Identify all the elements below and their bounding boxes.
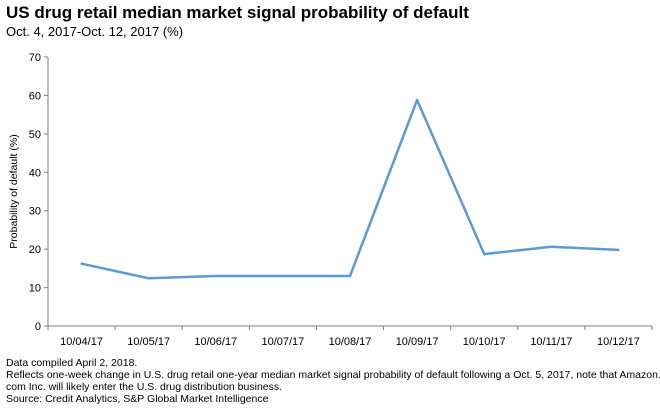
x-tick-label: 10/09/17 (396, 336, 439, 348)
chart-notes: Data compiled April 2, 2018. Reflects on… (6, 357, 660, 405)
y-tick-label: 20 (29, 244, 41, 256)
x-tick-label: 10/11/17 (530, 336, 572, 348)
x-axis-ticks: 10/04/17 10/05/17 10/06/17 10/07/17 10/08/17… (47, 326, 653, 348)
x-tick-label: 10/05/17 (127, 336, 170, 348)
y-tick-label: 40 (29, 167, 41, 179)
y-axis-ticks: 0 10 20 30 40 50 60 70 (29, 52, 48, 333)
data-point (214, 274, 217, 278)
data-point (147, 277, 150, 280)
data-point (348, 274, 352, 278)
y-tick-label: 30 (29, 206, 41, 218)
x-tick-label: 10/07/17 (261, 336, 304, 348)
x-tick-label: 10/10/17 (463, 336, 506, 348)
data-point (281, 274, 285, 278)
y-tick-label: 50 (29, 129, 41, 141)
data-point (550, 245, 553, 249)
note-compiled: Data compiled April 2, 2018. (6, 357, 138, 369)
data-point (617, 248, 620, 252)
x-tick-label: 10/04/17 (60, 336, 103, 348)
series-line (81, 98, 619, 280)
data-point (483, 252, 486, 256)
note-source: Source: Credit Analytics, S&P Global Mar… (6, 393, 269, 405)
data-point (415, 98, 419, 102)
x-tick-label: 10/08/17 (329, 336, 372, 348)
data-point (80, 262, 83, 265)
x-tick-label: 10/12/17 (597, 336, 640, 348)
chart-subtitle: Oct. 4, 2017-Oct. 12, 2017 (%) (6, 24, 184, 39)
note-description-cont: com Inc. will likely enter the U.S. drug… (6, 381, 283, 393)
chart-title: US drug retail median market signal prob… (6, 3, 469, 22)
note-description: Reflects one-week change in U.S. drug re… (6, 369, 660, 381)
series-group (80, 98, 620, 280)
y-tick-label: 10 (29, 283, 41, 295)
x-tick-label: 10/06/17 (194, 336, 237, 348)
y-tick-label: 0 (35, 321, 41, 333)
y-axis-title: Probability of default (%) (8, 134, 20, 248)
y-tick-label: 60 (29, 90, 41, 102)
y-tick-label: 70 (29, 52, 41, 64)
